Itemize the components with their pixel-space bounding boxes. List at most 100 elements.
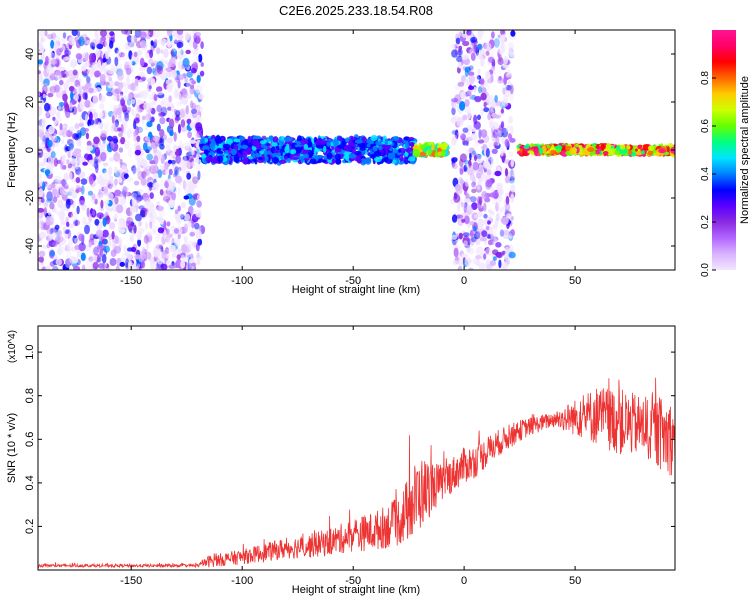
heatmap-cell bbox=[495, 134, 500, 145]
heatmap-cell bbox=[64, 232, 69, 239]
heatmap-cell bbox=[153, 94, 158, 102]
heatmap-cell bbox=[146, 231, 153, 237]
heatmap-cell bbox=[169, 130, 174, 137]
heatmap-cell bbox=[88, 175, 94, 185]
heatmap-cell bbox=[168, 118, 175, 129]
y-tick-label: 0.6 bbox=[24, 432, 36, 447]
heatmap-cell bbox=[464, 178, 469, 187]
heatmap-cell bbox=[160, 100, 165, 108]
heatmap-cell bbox=[493, 114, 501, 119]
heatmap-cell bbox=[80, 252, 86, 261]
heatmap-cell bbox=[145, 240, 150, 250]
heatmap-cell bbox=[162, 97, 169, 103]
heatmap-cell bbox=[146, 66, 153, 75]
heatmap-cell bbox=[136, 158, 141, 167]
heatmap-cell bbox=[96, 175, 103, 185]
heatmap-cell bbox=[62, 93, 68, 102]
heatmap-cell bbox=[106, 79, 115, 89]
heatmap-cell bbox=[109, 31, 115, 37]
heatmap-cell bbox=[124, 111, 129, 119]
heatmap-cell bbox=[470, 236, 477, 243]
heatmap-cell bbox=[492, 190, 499, 200]
heatmap-cell bbox=[199, 70, 205, 77]
heatmap-cell bbox=[150, 206, 156, 214]
heatmap-cell bbox=[412, 148, 420, 154]
heatmap-cell bbox=[321, 159, 327, 163]
heatmap-cell bbox=[125, 258, 129, 268]
heatmap-cell bbox=[217, 145, 223, 149]
heatmap-cell bbox=[38, 171, 43, 181]
heatmap-cell bbox=[70, 90, 74, 101]
heatmap-cell bbox=[491, 134, 498, 142]
heatmap-cell bbox=[489, 211, 495, 216]
heatmap-cell bbox=[472, 161, 479, 171]
heatmap-cell bbox=[134, 78, 139, 87]
heatmap-cell bbox=[110, 249, 117, 257]
heatmap-cell bbox=[497, 77, 504, 84]
heatmap-cell bbox=[196, 194, 201, 200]
heatmap-cell bbox=[190, 108, 198, 115]
heatmap-cell bbox=[197, 170, 201, 181]
heatmap-cell bbox=[476, 43, 483, 50]
colorbar-ticks: 0.0 0.2 0.4 0.6 0.8 bbox=[700, 71, 716, 277]
heatmap-cell bbox=[500, 121, 505, 129]
heatmap-cell bbox=[485, 259, 492, 269]
heatmap-cell bbox=[38, 256, 44, 263]
heatmap-cell bbox=[119, 196, 127, 205]
heatmap-cell bbox=[487, 220, 491, 225]
heatmap-cell bbox=[69, 61, 77, 68]
heatmap-cell bbox=[119, 158, 123, 165]
heatmap-cell bbox=[392, 136, 400, 141]
heatmap-cell bbox=[80, 185, 85, 195]
heatmap-cell bbox=[185, 141, 190, 150]
heatmap-cell bbox=[134, 113, 139, 119]
heatmap-cell bbox=[39, 231, 47, 239]
heatmap-cell bbox=[140, 76, 147, 82]
heatmap-cell bbox=[126, 106, 132, 113]
heatmap-cell bbox=[609, 148, 616, 156]
heatmap-cell bbox=[463, 54, 468, 61]
heatmap-cell bbox=[156, 205, 164, 212]
heatmap-cell bbox=[555, 148, 562, 153]
heatmap-cell bbox=[185, 49, 191, 55]
heatmap-cell bbox=[481, 230, 488, 238]
heatmap-cell bbox=[174, 169, 179, 177]
heatmap-cell bbox=[387, 152, 396, 160]
heatmap-cell bbox=[101, 95, 106, 103]
heatmap-cell bbox=[483, 253, 487, 260]
heatmap-cell bbox=[118, 217, 125, 226]
heatmap-cell bbox=[453, 104, 457, 109]
heatmap-cell bbox=[69, 79, 76, 87]
heatmap-cell bbox=[147, 182, 154, 188]
heatmap-cell bbox=[188, 38, 194, 48]
heatmap-cell bbox=[132, 93, 140, 99]
heatmap-cell bbox=[92, 261, 99, 270]
heatmap-cell bbox=[178, 108, 186, 119]
heatmap-cell bbox=[494, 95, 498, 103]
heatmap-cell bbox=[463, 164, 468, 172]
heatmap-cell bbox=[46, 229, 54, 235]
heatmap-cell bbox=[136, 231, 142, 241]
heatmap-cell bbox=[466, 47, 473, 54]
heatmap-cell bbox=[209, 157, 218, 163]
heatmap-cell bbox=[145, 221, 149, 230]
heatmap-cell bbox=[140, 178, 147, 186]
heatmap-cell bbox=[476, 184, 481, 191]
heatmap-cell bbox=[57, 199, 64, 209]
heatmap-cell bbox=[462, 32, 468, 38]
heatmap-cell bbox=[427, 148, 432, 156]
heatmap-cell bbox=[303, 153, 310, 159]
heatmap-cell bbox=[61, 73, 67, 78]
heatmap-cell bbox=[162, 38, 167, 45]
heatmap-cell bbox=[145, 136, 150, 142]
heatmap-cell bbox=[163, 229, 167, 240]
heatmap-cell bbox=[124, 112, 130, 122]
heatmap-cell bbox=[595, 145, 600, 149]
heatmap-cell bbox=[509, 84, 514, 95]
heatmap-cell bbox=[49, 202, 55, 210]
heatmap-cell bbox=[501, 262, 509, 270]
heatmap-cell bbox=[80, 178, 88, 185]
heatmap-cell bbox=[182, 164, 187, 174]
heatmap-cell bbox=[192, 30, 197, 39]
heatmap-cell bbox=[372, 145, 378, 152]
